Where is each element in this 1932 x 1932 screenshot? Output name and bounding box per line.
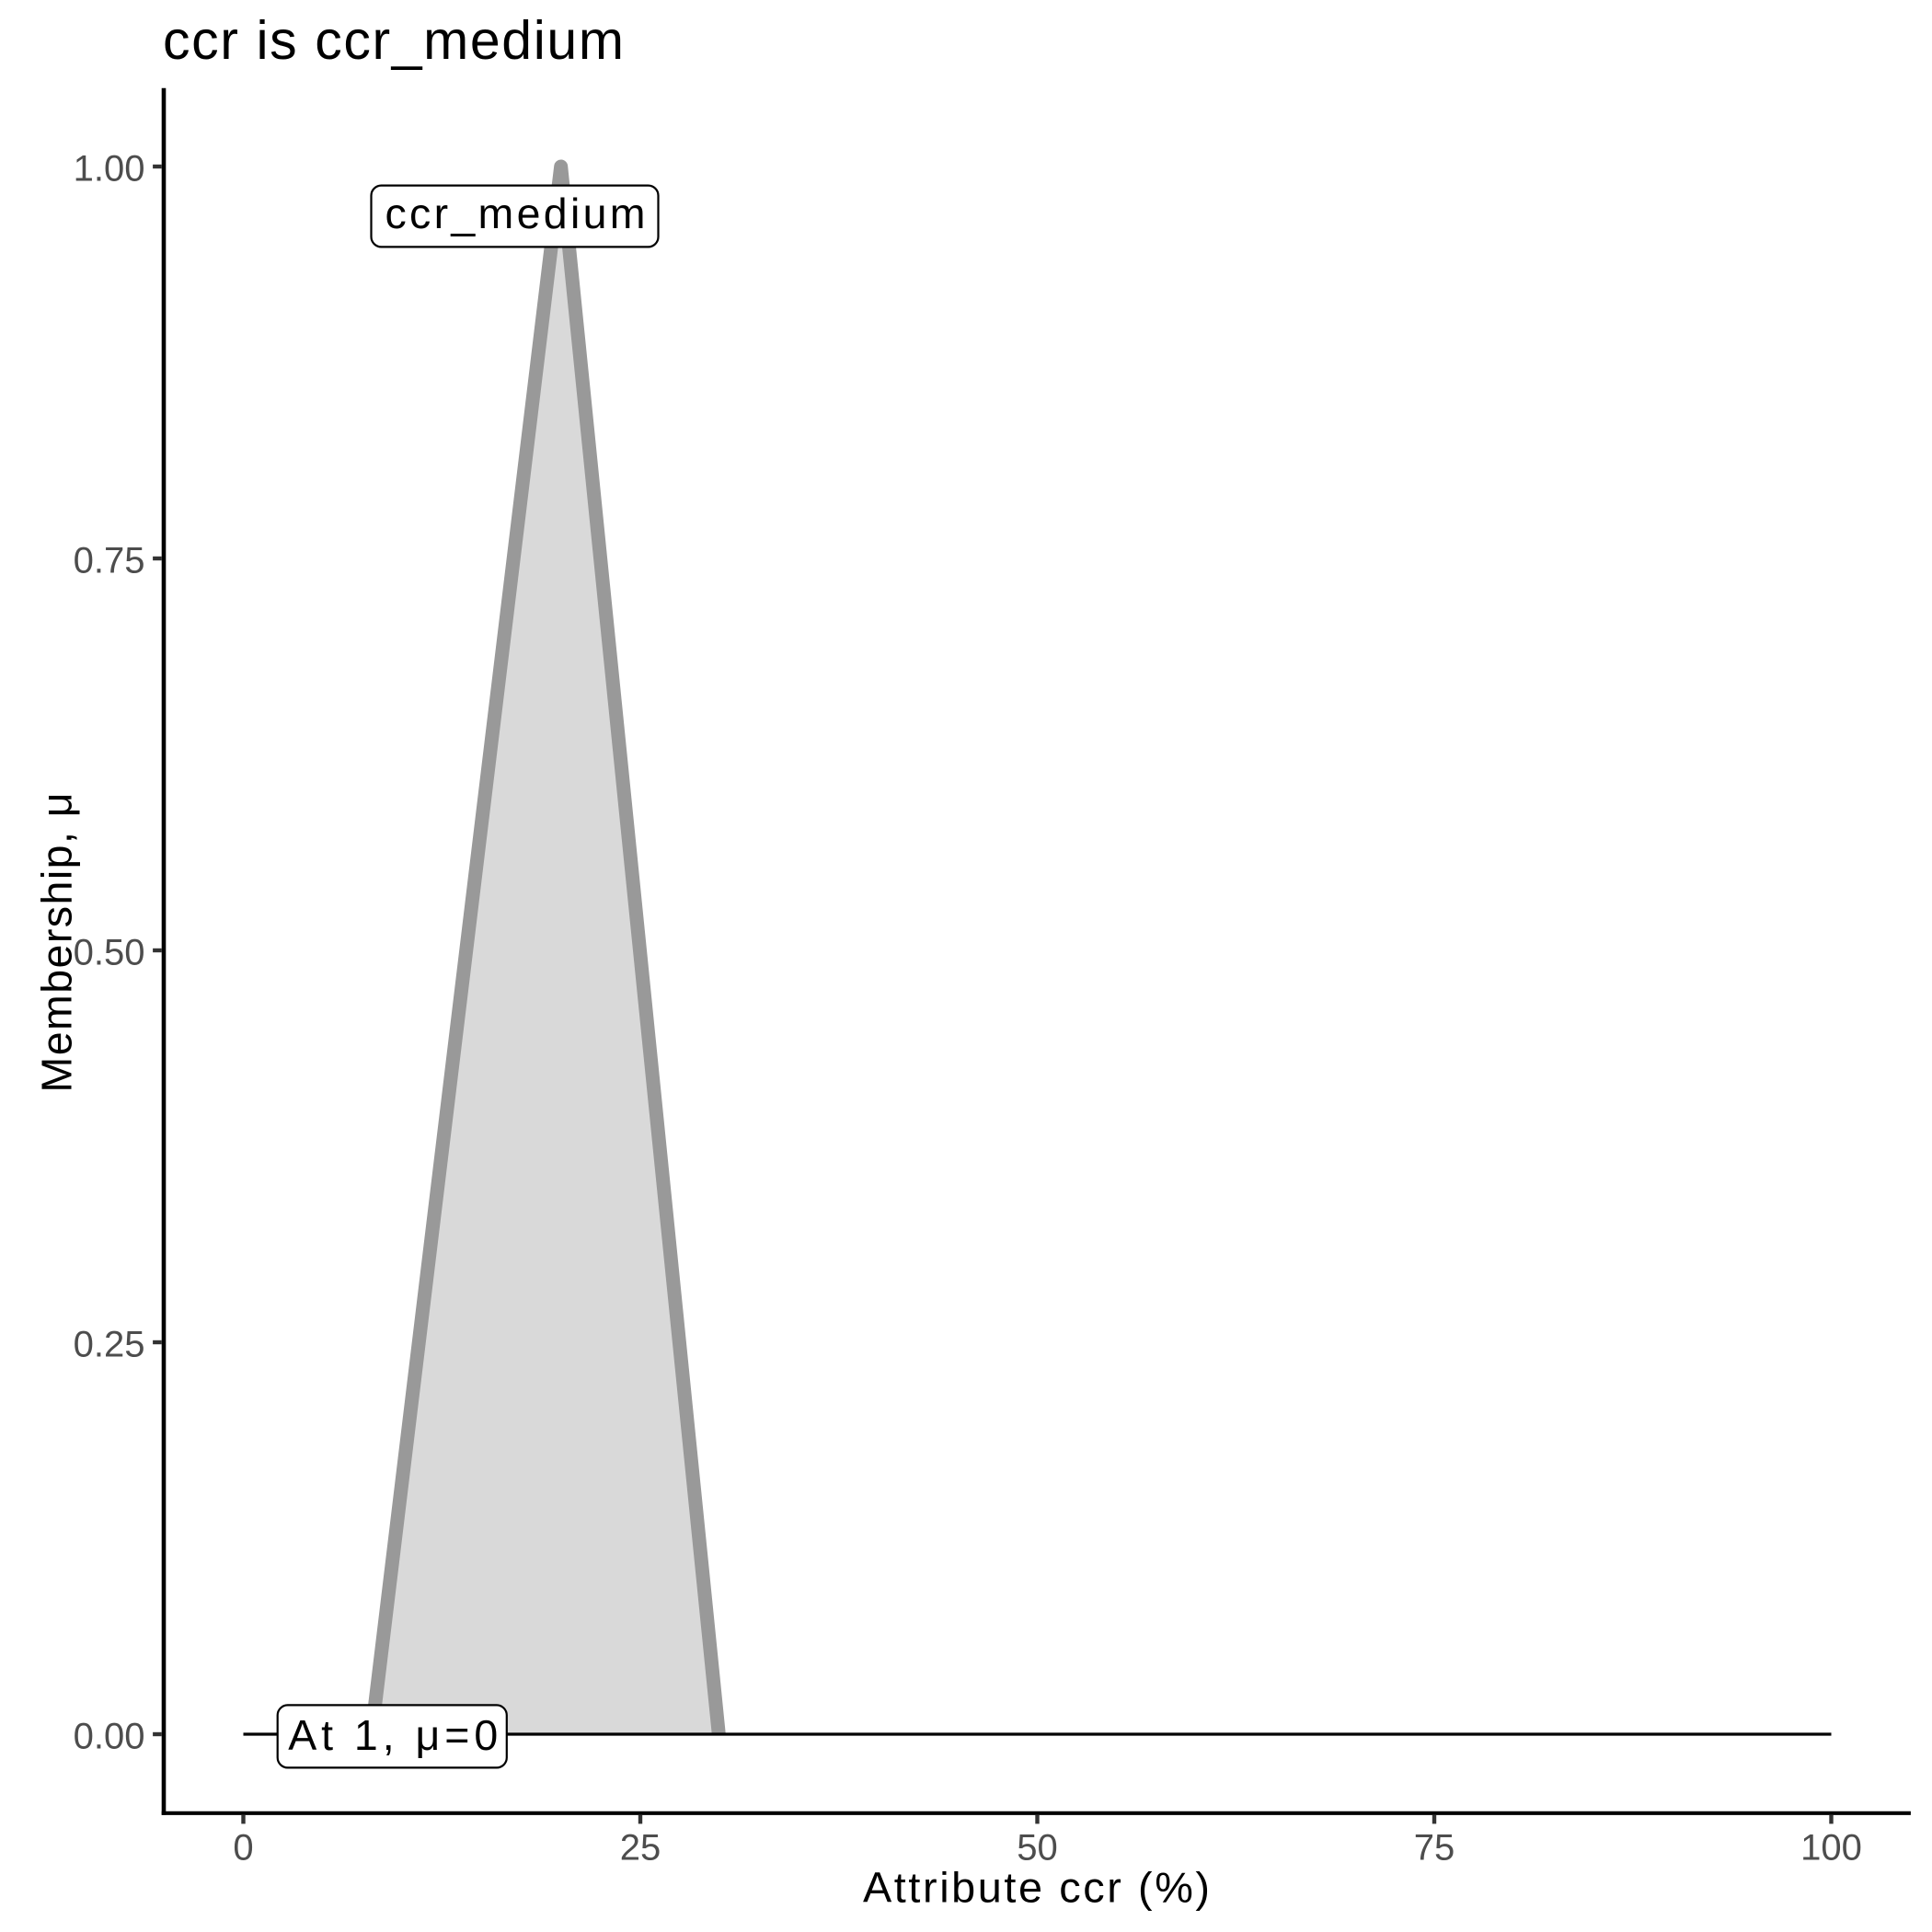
svg-text:0: 0	[233, 1828, 253, 1869]
svg-text:75: 75	[1414, 1828, 1455, 1869]
svg-text:50: 50	[1017, 1828, 1058, 1869]
svg-text:0.25: 0.25	[74, 1325, 145, 1365]
svg-text:0.00: 0.00	[74, 1717, 145, 1757]
svg-text:100: 100	[1800, 1828, 1862, 1869]
svg-text:Membership, μ: Membership, μ	[33, 793, 81, 1093]
svg-text:1.00: 1.00	[74, 149, 145, 190]
svg-text:Attribute ccr (%): Attribute ccr (%)	[863, 1863, 1210, 1911]
svg-text:0.50: 0.50	[74, 933, 145, 973]
svg-text:0.75: 0.75	[74, 541, 145, 581]
svg-text:25: 25	[620, 1828, 661, 1869]
svg-text:ccr is ccr_medium: ccr is ccr_medium	[163, 10, 624, 71]
svg-text:At 1, μ=0: At 1, μ=0	[288, 1711, 498, 1759]
